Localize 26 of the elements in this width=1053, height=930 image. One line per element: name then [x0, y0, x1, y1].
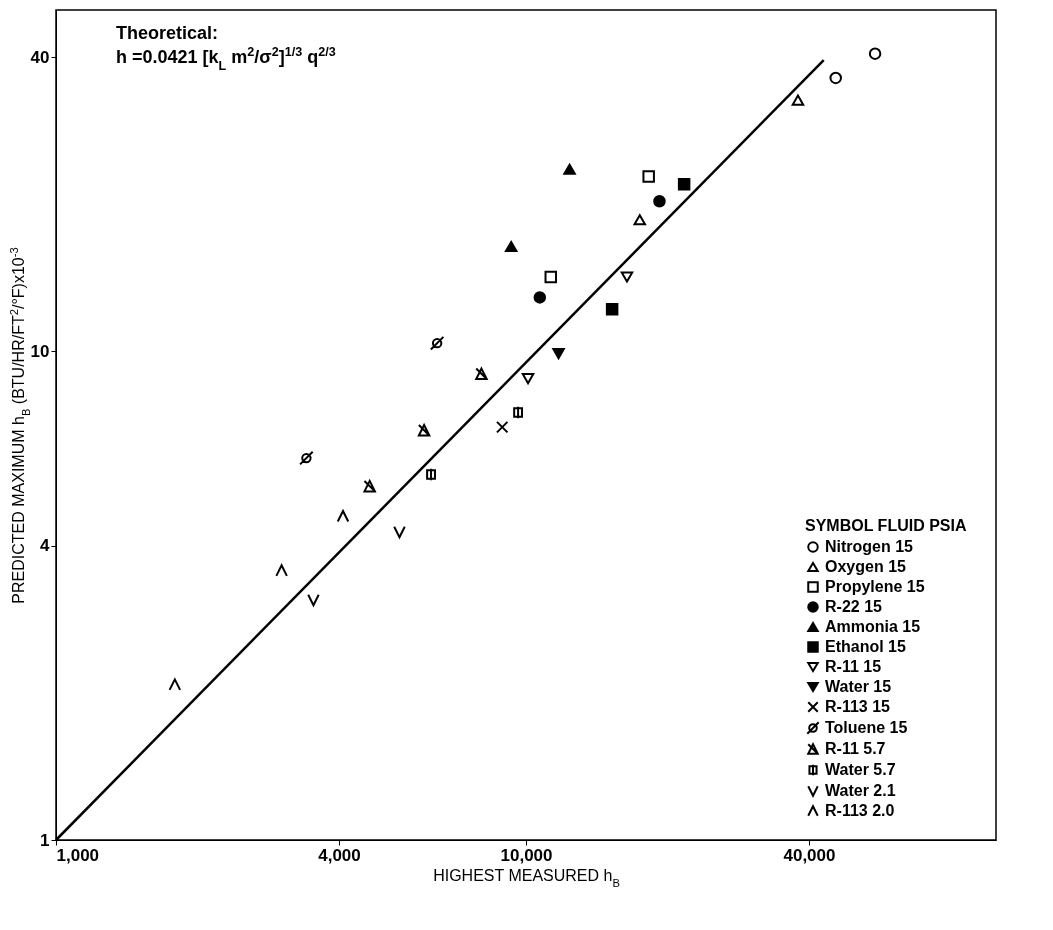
legend-label: Water 5.7	[825, 761, 896, 778]
legend-label: R-11 15	[825, 658, 882, 675]
x-tick-label: 10,000	[500, 845, 553, 865]
y-tick-label: 1	[40, 830, 50, 850]
legend-label: R-113 15	[825, 698, 891, 715]
legend-title: SYMBOL FLUID PSIA	[805, 517, 967, 534]
legend-label: Ammonia 15	[825, 618, 921, 635]
legend-label: R-22 15	[825, 598, 883, 615]
legend-label: Propylene 15	[825, 578, 925, 595]
legend-label: Water 15	[825, 678, 892, 695]
y-tick-label: 4	[40, 536, 51, 556]
legend-label: Toluene 15	[825, 719, 908, 736]
legend-label: Ethanol 15	[825, 638, 907, 655]
legend-label: R-113 2.0	[825, 802, 895, 819]
legend-label: Water 2.1	[825, 782, 896, 799]
legend-label: Nitrogen 15	[825, 538, 914, 555]
x-tick-label: 40,000	[783, 845, 836, 865]
x-tick-label: 4,000	[318, 845, 361, 865]
y-tick-label: 40	[30, 47, 50, 67]
legend-label: R-11 5.7	[825, 740, 886, 757]
x-axis-title: HIGHEST MEASURED h$_{B}$	[433, 866, 620, 889]
legend-label: Oxygen 15	[825, 558, 907, 575]
y-tick-label: 10	[30, 341, 50, 361]
x-tick-label: 1,000	[56, 845, 100, 865]
annotation: Theoretical:	[116, 23, 219, 43]
text: h =0.0421 [k$_{L}$ m$^{2}$/σ$^{2}$]$^{1/3}$ q$^{2/3}$	[116, 45, 336, 73]
